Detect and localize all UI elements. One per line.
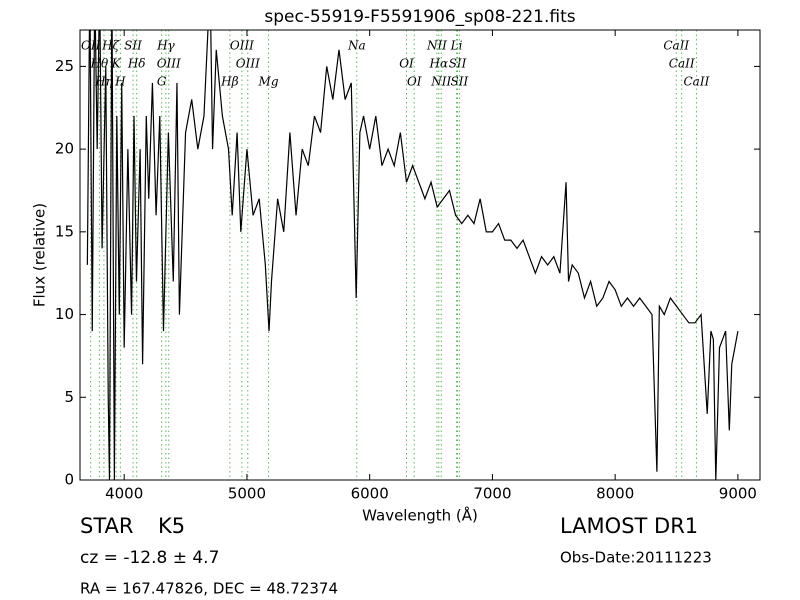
subclass: K5 bbox=[158, 514, 185, 538]
y-tick-label: 20 bbox=[55, 140, 74, 158]
spectral-line-label: NII bbox=[426, 39, 447, 53]
survey: LAMOST DR1 bbox=[560, 514, 698, 538]
x-tick-label: 7000 bbox=[473, 485, 511, 503]
x-tick-label: 8000 bbox=[596, 485, 634, 503]
x-tick-label: 4000 bbox=[105, 485, 143, 503]
object-class: STAR bbox=[80, 514, 133, 538]
spectral-line-label: OI bbox=[399, 57, 414, 71]
spectral-line-label: Mg bbox=[258, 75, 279, 89]
spectral-line-label: Hα bbox=[428, 57, 448, 71]
y-tick-label: 15 bbox=[55, 222, 74, 240]
y-tick-label: 10 bbox=[55, 305, 74, 323]
coordinates: RA = 167.47826, DEC = 48.72374 bbox=[80, 580, 338, 598]
spectral-line-label: NII bbox=[430, 75, 451, 89]
spectral-line-label: CaII bbox=[663, 39, 689, 53]
x-tick-label: 6000 bbox=[351, 485, 389, 503]
spectral-line-label: SII bbox=[124, 39, 142, 53]
y-tick-label: 0 bbox=[64, 471, 74, 489]
redshift: cz = -12.8 ± 4.7 bbox=[80, 548, 219, 568]
plot-frame bbox=[79, 29, 761, 481]
spectral-line-label: SII bbox=[451, 75, 469, 89]
spectrum-line bbox=[86, 30, 739, 480]
spectral-line-label: K bbox=[111, 57, 122, 71]
spectral-line-label: OIII bbox=[157, 57, 181, 71]
spectral-line-label: Li bbox=[450, 39, 463, 53]
spectral-line-label: Hζ bbox=[101, 39, 120, 53]
y-axis-label: Flux (relative) bbox=[31, 203, 49, 307]
spectral-line-label: CaII bbox=[684, 75, 710, 89]
obs-date: Obs-Date:20111223 bbox=[560, 549, 712, 567]
spectral-line-label: CaII bbox=[669, 57, 695, 71]
spectral-line-label: OI bbox=[407, 75, 422, 89]
spectral-line-label: SII bbox=[449, 57, 467, 71]
y-tick-label: 25 bbox=[55, 57, 74, 75]
spectral-line-label: OIII bbox=[230, 39, 254, 53]
spectral-line-label: Hη bbox=[94, 75, 113, 89]
spectral-line-label: OIII bbox=[236, 57, 260, 71]
x-tick-label: 9000 bbox=[719, 485, 757, 503]
x-axis-label: Wavelength (Å) bbox=[362, 506, 478, 525]
spectral-line-label: G bbox=[157, 75, 167, 89]
x-tick-label: 5000 bbox=[228, 485, 266, 503]
spectral-line-label: Hγ bbox=[156, 39, 175, 53]
y-tick-label: 5 bbox=[64, 388, 74, 406]
chart-title: spec-55919-F5591906_sp08-221.fits bbox=[264, 7, 575, 27]
spectral-line-label: Hδ bbox=[127, 57, 146, 71]
spectral-line-label: Hβ bbox=[220, 75, 238, 89]
spectral-line-label: Na bbox=[347, 39, 366, 53]
spectral-line-label: H bbox=[114, 75, 126, 89]
